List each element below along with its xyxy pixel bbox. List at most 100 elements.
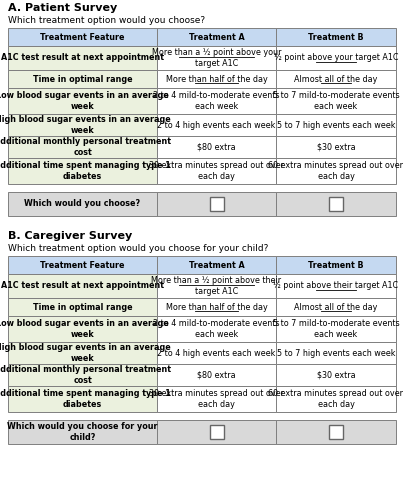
Bar [8,256,157,274]
Text: 2 to 4 high events each week: 2 to 4 high events each week [157,348,276,358]
Text: 30 extra minutes spread out over
each day: 30 extra minutes spread out over each da… [149,161,284,181]
Bar [8,158,157,184]
Bar [276,114,396,136]
Bar [157,316,276,342]
Bar [276,298,396,316]
Bar [157,364,276,386]
Text: Almost all of the day: Almost all of the day [294,302,378,312]
Bar [8,274,157,298]
Bar [276,136,396,158]
Bar [157,420,276,444]
Text: Low blood sugar events in an average
week: Low blood sugar events in an average wee… [0,319,169,339]
Bar [8,28,157,46]
Bar [157,192,276,216]
Text: Treatment Feature: Treatment Feature [40,260,125,270]
Bar [8,46,157,70]
Bar [276,316,396,342]
Text: Which would you choose for your
child?: Which would you choose for your child? [7,422,158,442]
Text: A. Patient Survey: A. Patient Survey [8,3,117,13]
Bar [276,88,396,114]
Bar [210,197,223,211]
Bar [8,316,157,342]
Bar [276,28,396,46]
Bar [157,274,276,298]
Text: More than half of the day: More than half of the day [166,302,267,312]
Text: Which treatment option would you choose?: Which treatment option would you choose? [8,16,205,25]
Text: $80 extra: $80 extra [197,142,236,152]
Bar [157,46,276,70]
Text: High blood sugar events in an average
week: High blood sugar events in an average we… [0,115,170,135]
Text: B. Caregiver Survey: B. Caregiver Survey [8,231,132,241]
Bar [276,420,396,444]
Bar [157,386,276,412]
Bar [329,425,343,439]
Text: 60 extra minutes spread out over
each day: 60 extra minutes spread out over each da… [269,161,404,181]
Bar [157,114,276,136]
Text: Time in optimal range: Time in optimal range [33,302,133,312]
Text: 30 extra minutes spread out over
each day: 30 extra minutes spread out over each da… [149,389,284,409]
Bar [276,342,396,364]
Bar [8,88,157,114]
Bar [157,256,276,274]
Bar [276,46,396,70]
Text: Treatment B: Treatment B [308,260,364,270]
Text: Time in optimal range: Time in optimal range [33,74,133,84]
Bar [276,70,396,88]
Text: ½ point above your target A1C: ½ point above your target A1C [274,54,398,62]
Bar [8,136,157,158]
Text: Additional monthly personal treatment
cost: Additional monthly personal treatment co… [0,137,171,157]
Text: 5 to 7 mild-to-moderate events
each week: 5 to 7 mild-to-moderate events each week [273,319,399,339]
Bar [8,192,157,216]
Text: Which would you choose?: Which would you choose? [24,200,141,208]
Bar [157,28,276,46]
Text: 60 extra minutes spread out over
each day: 60 extra minutes spread out over each da… [269,389,404,409]
Text: $80 extra: $80 extra [197,370,236,380]
Text: 2 to 4 mild-to-moderate events
each week: 2 to 4 mild-to-moderate events each week [153,319,280,339]
Bar [157,342,276,364]
Text: 5 to 7 high events each week: 5 to 7 high events each week [277,348,395,358]
Bar [8,342,157,364]
Bar [157,158,276,184]
Text: Almost all of the day: Almost all of the day [294,74,378,84]
Bar [276,386,396,412]
Text: Low blood sugar events in an average
week: Low blood sugar events in an average wee… [0,91,169,111]
Bar [276,274,396,298]
Bar [157,298,276,316]
Bar [157,88,276,114]
Text: 5 to 7 high events each week: 5 to 7 high events each week [277,120,395,130]
Text: Treatment A: Treatment A [189,260,244,270]
Bar [329,197,343,211]
Text: 2 to 4 high events each week: 2 to 4 high events each week [157,120,276,130]
Text: Treatment B: Treatment B [308,32,364,42]
Text: Treatment Feature: Treatment Feature [40,32,125,42]
Bar [8,420,157,444]
Bar [276,158,396,184]
Text: $30 extra: $30 extra [317,142,355,152]
Text: Additional time spent managing type 1
diabetes: Additional time spent managing type 1 di… [0,389,171,409]
Text: More than a ½ point above their
target A1C: More than a ½ point above their target A… [152,276,282,296]
Bar [276,364,396,386]
Text: A1C test result at next appointment: A1C test result at next appointment [1,54,164,62]
Bar [8,114,157,136]
Text: $30 extra: $30 extra [317,370,355,380]
Text: A1C test result at next appointment: A1C test result at next appointment [1,282,164,290]
Bar [8,298,157,316]
Text: Treatment A: Treatment A [189,32,244,42]
Text: ½ point above their target A1C: ½ point above their target A1C [274,282,399,290]
Text: High blood sugar events in an average
week: High blood sugar events in an average we… [0,343,170,363]
Bar [276,256,396,274]
Text: More than half of the day: More than half of the day [166,74,267,84]
Bar [276,192,396,216]
Bar [210,425,223,439]
Text: Additional time spent managing type 1
diabetes: Additional time spent managing type 1 di… [0,161,171,181]
Text: 2 to 4 mild-to-moderate events
each week: 2 to 4 mild-to-moderate events each week [153,91,280,111]
Bar [8,364,157,386]
Text: Which treatment option would you choose for your child?: Which treatment option would you choose … [8,244,268,253]
Text: More than a ½ point above your
target A1C: More than a ½ point above your target A1… [152,48,281,68]
Bar [8,70,157,88]
Text: 5 to 7 mild-to-moderate events
each week: 5 to 7 mild-to-moderate events each week [273,91,399,111]
Bar [157,136,276,158]
Bar [157,70,276,88]
Text: Additional monthly personal treatment
cost: Additional monthly personal treatment co… [0,365,171,385]
Bar [8,386,157,412]
